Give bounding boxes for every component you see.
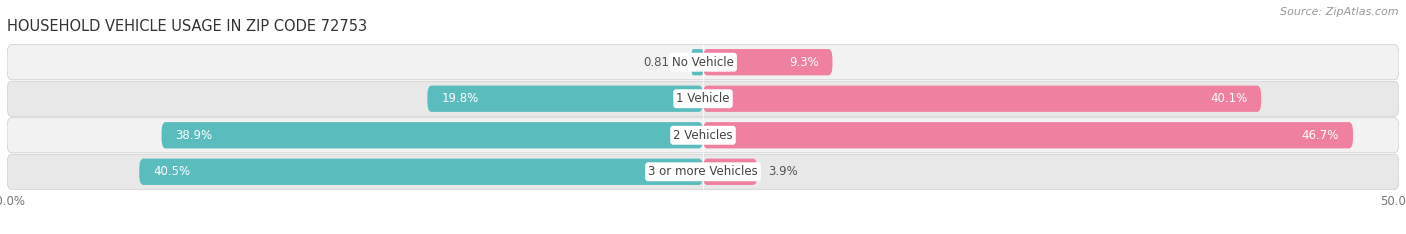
Text: 9.3%: 9.3%	[789, 56, 818, 69]
Text: 3.9%: 3.9%	[769, 165, 799, 178]
FancyBboxPatch shape	[7, 81, 1399, 116]
Text: 0.81%: 0.81%	[644, 56, 681, 69]
FancyBboxPatch shape	[692, 49, 703, 75]
Text: 46.7%: 46.7%	[1302, 129, 1339, 142]
FancyBboxPatch shape	[703, 86, 1261, 112]
FancyBboxPatch shape	[703, 122, 1353, 148]
FancyBboxPatch shape	[7, 154, 1399, 189]
FancyBboxPatch shape	[7, 118, 1399, 153]
FancyBboxPatch shape	[703, 159, 758, 185]
Text: 38.9%: 38.9%	[176, 129, 212, 142]
Text: No Vehicle: No Vehicle	[672, 56, 734, 69]
FancyBboxPatch shape	[162, 122, 703, 148]
FancyBboxPatch shape	[7, 45, 1399, 80]
Text: Source: ZipAtlas.com: Source: ZipAtlas.com	[1281, 7, 1399, 17]
Text: 40.1%: 40.1%	[1211, 92, 1247, 105]
FancyBboxPatch shape	[703, 49, 832, 75]
FancyBboxPatch shape	[427, 86, 703, 112]
Text: 1 Vehicle: 1 Vehicle	[676, 92, 730, 105]
Text: 3 or more Vehicles: 3 or more Vehicles	[648, 165, 758, 178]
FancyBboxPatch shape	[139, 159, 703, 185]
Text: 40.5%: 40.5%	[153, 165, 190, 178]
Text: 19.8%: 19.8%	[441, 92, 478, 105]
Text: 2 Vehicles: 2 Vehicles	[673, 129, 733, 142]
Text: HOUSEHOLD VEHICLE USAGE IN ZIP CODE 72753: HOUSEHOLD VEHICLE USAGE IN ZIP CODE 7275…	[7, 19, 367, 34]
